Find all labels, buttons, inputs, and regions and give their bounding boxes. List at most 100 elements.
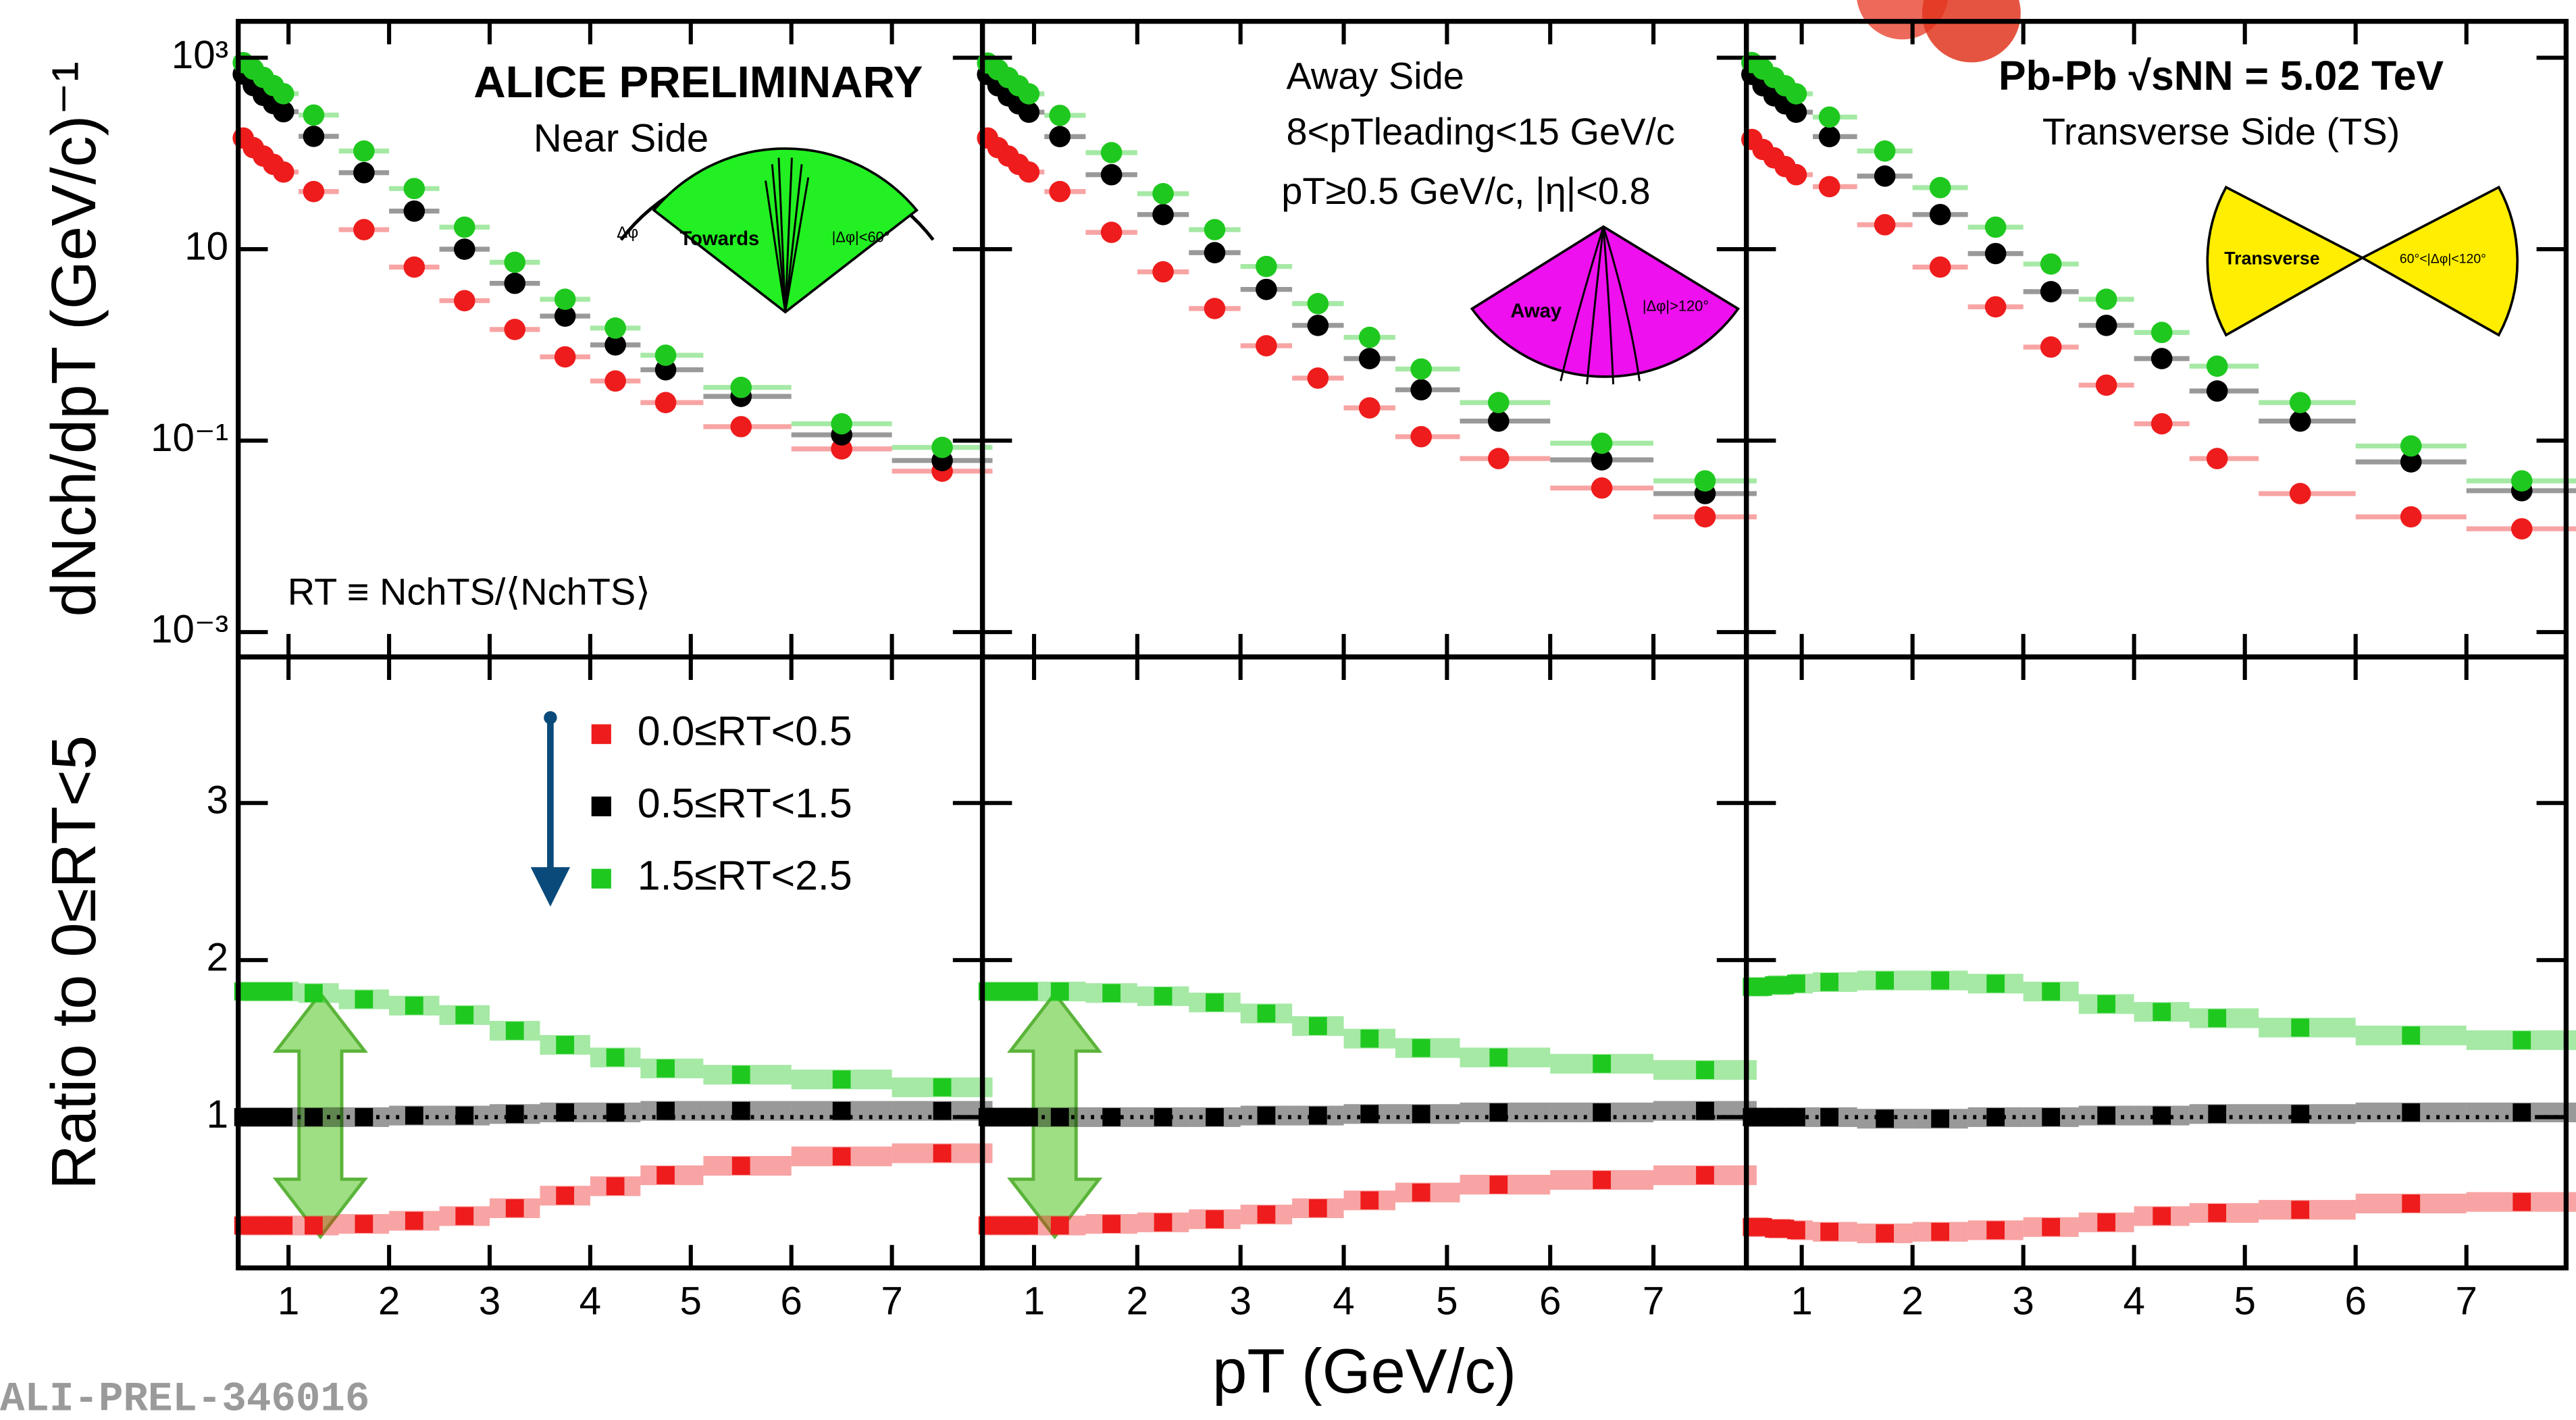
data-point <box>2040 253 2062 275</box>
data-point <box>1412 1038 1431 1057</box>
data-point <box>1102 984 1121 1003</box>
data-point <box>1929 256 1951 278</box>
data-point <box>405 996 423 1015</box>
data-point <box>353 161 375 184</box>
data-point <box>1307 292 1329 315</box>
data-point <box>730 416 752 438</box>
data-point <box>1876 1109 1895 1128</box>
annotation: RT ≡ NchTS/⟨NchTS⟩ <box>288 570 650 612</box>
data-point <box>455 1005 474 1024</box>
blue-arrow <box>530 867 571 907</box>
y-tick-label: 10³ <box>172 33 228 77</box>
away-wedge <box>1470 225 1741 378</box>
data-point <box>832 1070 851 1089</box>
data-point <box>933 1144 952 1163</box>
data-point <box>1785 101 1807 123</box>
data-point <box>1818 126 1840 148</box>
data-point <box>1876 1224 1895 1242</box>
data-point <box>1049 180 1071 203</box>
data-point <box>1019 982 1038 1001</box>
data-point <box>1787 974 1805 993</box>
data-point <box>2095 288 2117 310</box>
data-point <box>1986 974 2005 993</box>
annotation: pT≥0.5 GeV/c, |η|<0.8 <box>1281 169 1650 212</box>
data-point <box>606 1048 625 1067</box>
data-point <box>1256 335 1277 357</box>
data-point <box>604 317 626 339</box>
data-point <box>1206 1108 1224 1126</box>
data-point <box>303 104 325 126</box>
data-point <box>1100 163 1123 186</box>
data-point <box>1785 163 1807 186</box>
data-point <box>604 370 626 392</box>
data-point <box>2208 1105 2227 1124</box>
data-point <box>2510 470 2533 492</box>
data-point <box>403 178 426 200</box>
towards-wedge <box>652 147 919 314</box>
data-point <box>1984 296 2007 318</box>
logo-circle <box>1922 0 2021 63</box>
data-point <box>303 126 325 147</box>
data-point <box>1412 1183 1431 1202</box>
data-point <box>2150 321 2173 344</box>
data-point <box>832 1147 851 1165</box>
x-tick-label: 5 <box>680 1280 702 1323</box>
x-tick-label: 5 <box>1436 1280 1458 1323</box>
near-side-diagram: Towards |Δφ|<60° Δφ <box>617 147 935 314</box>
data-point <box>272 161 294 183</box>
diagram-label: |Δφ|>120° <box>1643 298 1709 315</box>
data-point <box>274 1108 293 1126</box>
data-point <box>2153 1207 2171 1226</box>
data-point <box>1019 1108 1038 1126</box>
y-tick-label: 10⁻³ <box>151 608 228 652</box>
series <box>978 981 1757 1080</box>
data-point <box>656 1101 675 1120</box>
data-point <box>606 1177 625 1196</box>
x-axis-label: pT (GeV/c) <box>1212 1336 1516 1406</box>
data-point <box>1593 1103 1612 1122</box>
data-point <box>1984 242 2007 265</box>
data-point <box>505 1105 524 1124</box>
x-tick-label: 7 <box>2456 1280 2477 1323</box>
data-point <box>1931 971 1950 990</box>
data-point <box>2289 410 2311 432</box>
data-point <box>1308 1017 1327 1035</box>
data-point <box>405 1106 423 1125</box>
y-axis-label: Ratio to 0≤RT<5 <box>38 735 109 1190</box>
data-point <box>504 251 526 273</box>
data-point <box>1204 242 1226 264</box>
x-tick-label: 2 <box>378 1280 400 1323</box>
data-point <box>1102 1108 1121 1126</box>
footnote: ALI-PREL-346016 <box>0 1376 369 1420</box>
annotation: ALICE PRELIMINARY <box>473 57 923 107</box>
data-point <box>1984 216 2007 238</box>
data-point <box>831 413 852 435</box>
diagram-label: Δφ <box>617 223 638 242</box>
data-point <box>1410 425 1432 448</box>
x-tick-label: 7 <box>881 1280 902 1323</box>
data-point <box>453 238 475 260</box>
data-point <box>1591 432 1613 454</box>
x-tick-label: 1 <box>278 1280 299 1323</box>
data-point <box>504 319 526 340</box>
transverse-wedge <box>2206 185 2365 337</box>
data-point <box>353 219 375 240</box>
data-point <box>353 140 375 162</box>
data-point <box>2289 483 2311 504</box>
x-tick-label: 6 <box>780 1280 802 1323</box>
y-tick-label: 3 <box>207 779 228 822</box>
data-point <box>1489 1048 1508 1067</box>
data-point <box>931 436 953 458</box>
data-point <box>1360 1105 1379 1124</box>
data-point <box>556 1103 575 1122</box>
away-side-diagram: Away |Δφ|>120° <box>1470 225 1741 385</box>
transverse-wedge <box>2359 185 2519 337</box>
series <box>978 1165 1757 1236</box>
data-point <box>2208 1009 2227 1028</box>
data-point <box>1931 1222 1950 1241</box>
diagram-label: Away <box>1510 300 1562 322</box>
data-point <box>1696 1101 1714 1120</box>
data-point <box>274 1216 293 1235</box>
data-point <box>1489 1176 1508 1194</box>
